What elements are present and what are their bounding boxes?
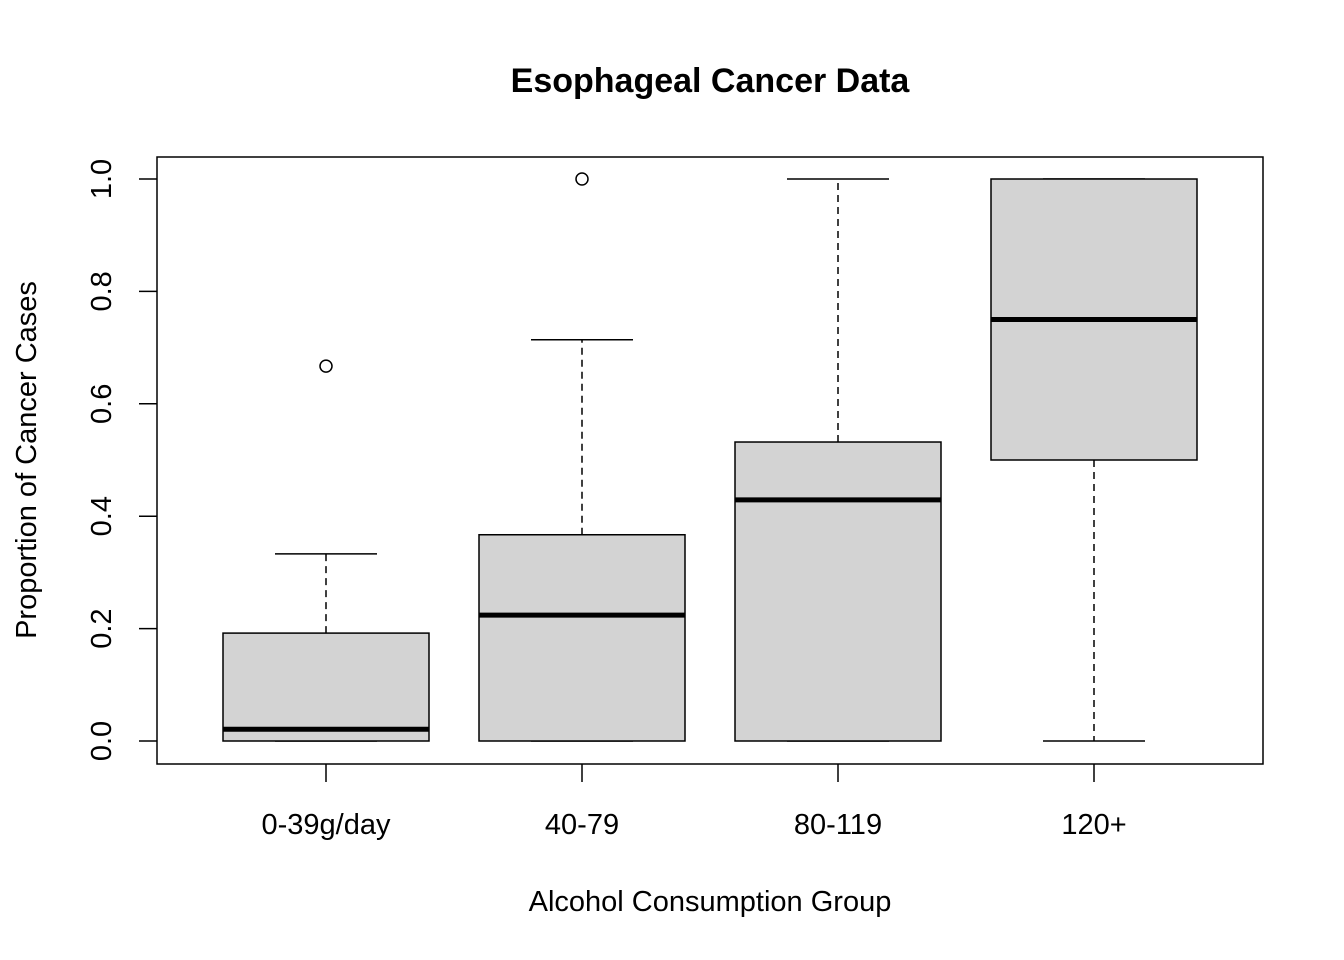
- box: [734, 441, 942, 742]
- outlier-point: [575, 172, 589, 186]
- y-tick-label: 0.4: [86, 496, 118, 536]
- x-tick-label: 0-39g/day: [262, 809, 391, 841]
- x-tick-label: 120+: [1061, 809, 1126, 841]
- box: [222, 632, 430, 742]
- x-tick-label: 80-119: [794, 809, 882, 841]
- y-tick-label: 1.0: [86, 159, 118, 199]
- y-axis-label: Proportion of Cancer Cases: [11, 281, 43, 639]
- box: [478, 533, 686, 742]
- x-tick-label: 40-79: [545, 809, 619, 841]
- chart-title: Esophageal Cancer Data: [511, 62, 911, 100]
- outlier-point: [319, 359, 333, 373]
- y-tick-label: 0.2: [86, 608, 118, 648]
- y-tick-label: 0.8: [86, 271, 118, 311]
- y-tick-label: 0.6: [86, 384, 118, 424]
- x-axis-label: Alcohol Consumption Group: [529, 886, 892, 918]
- plot-frame: [156, 156, 1264, 765]
- y-tick-label: 0.0: [86, 721, 118, 761]
